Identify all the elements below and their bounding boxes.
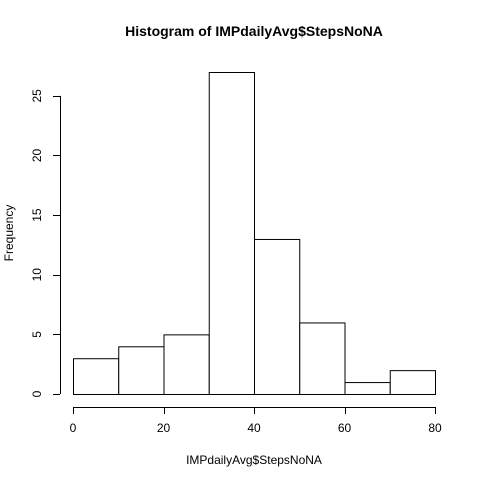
chart-title: Histogram of IMPdailyAvg$StepsNoNA [125,23,383,39]
x-tick-label-20: 20 [157,421,171,435]
histogram-bar-4 [208,72,255,395]
y-tick-label-10: 10 [30,268,44,282]
y-tick-label-5: 5 [30,331,44,338]
x-tick-label-60: 60 [338,421,352,435]
y-axis: 0 5 10 15 20 25 [30,89,61,397]
histogram-bars [73,72,436,396]
y-tick-label-25: 25 [30,89,44,103]
x-axis-label: IMPdailyAvg$StepsNoNA [186,453,322,467]
x-tick-label-40: 40 [247,421,261,435]
y-tick-label-20: 20 [30,148,44,162]
y-tick-label-15: 15 [30,208,44,222]
histogram-bar-2 [118,346,165,395]
x-axis: 0 20 40 60 80 [70,407,442,435]
histogram-bar-1 [73,358,120,396]
x-tick-label-0: 0 [70,421,77,435]
histogram-bar-5 [254,238,301,395]
y-axis-label: Frequency [2,205,16,262]
y-tick-label-0: 0 [30,390,44,397]
histogram-bar-6 [299,322,346,396]
histogram-bar-7 [344,382,391,395]
histogram-bar-8 [389,370,436,396]
x-tick-label-80: 80 [428,421,442,435]
histogram-bar-3 [163,334,210,395]
